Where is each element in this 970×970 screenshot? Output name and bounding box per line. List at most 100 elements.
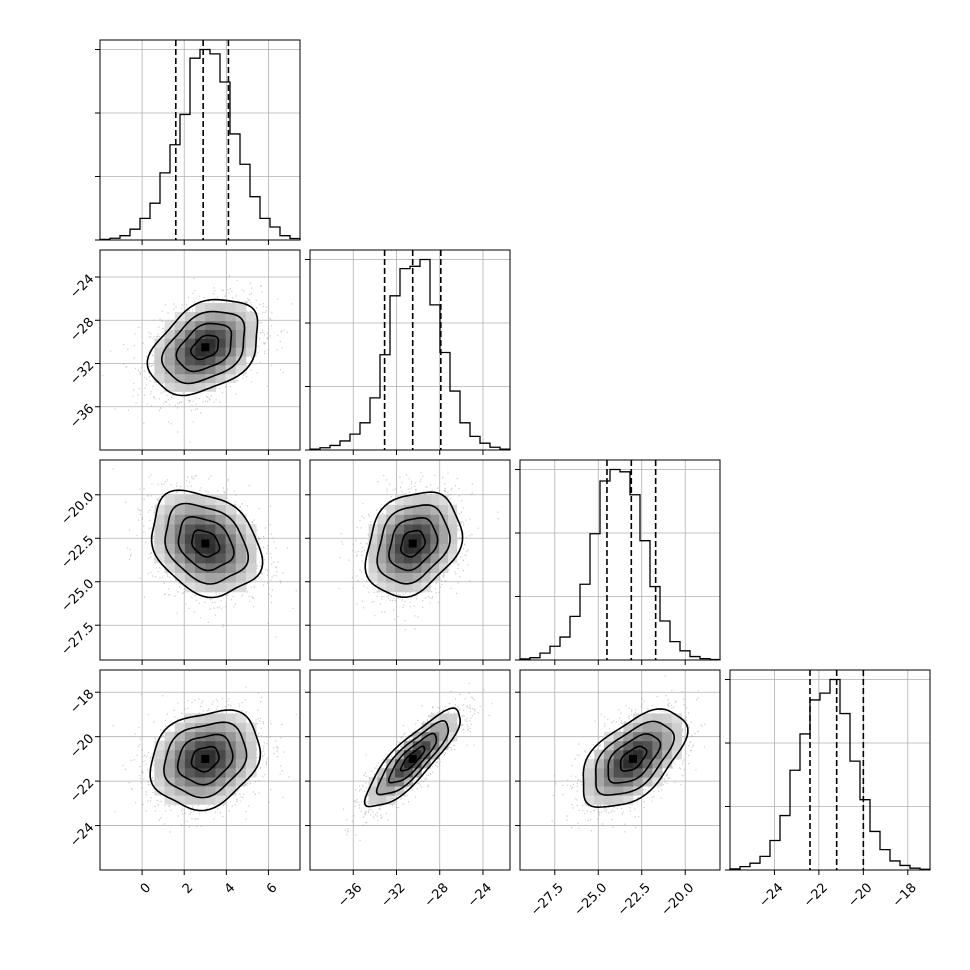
- density-cell: [225, 533, 237, 544]
- density-cell: [245, 562, 257, 573]
- density-cell: [184, 582, 196, 593]
- density-cell: [174, 514, 186, 525]
- density-cell: [225, 553, 237, 564]
- density-cell: [164, 543, 176, 554]
- density-cell: [195, 572, 206, 583]
- density-cell: [174, 338, 186, 348]
- y-tick-label: −25.0: [59, 576, 98, 615]
- density-cell: [154, 533, 165, 544]
- density-cell: [403, 543, 414, 554]
- density-cell: [245, 543, 257, 554]
- density-cell: [225, 312, 237, 322]
- density-cell: [584, 795, 595, 805]
- x-tick-label: 0: [138, 880, 154, 896]
- pair-panel-2-0: [99, 459, 301, 661]
- density-cell: [652, 713, 663, 723]
- contour-2: [376, 504, 451, 585]
- contour-3: [582, 708, 689, 809]
- density-cell: [448, 543, 458, 554]
- density-cell: [164, 356, 176, 366]
- density-cell: [154, 356, 165, 366]
- density-cell: [174, 382, 186, 392]
- density-cell: [412, 495, 422, 506]
- density-cell: [613, 777, 624, 787]
- density-cell: [215, 795, 226, 805]
- density-cell: [225, 347, 237, 357]
- density-cell: [594, 795, 605, 805]
- density-cell: [439, 731, 449, 742]
- x-tick-label: 2: [180, 880, 196, 896]
- density-cell: [662, 713, 673, 723]
- density-cell: [386, 514, 396, 525]
- density-cell: [235, 347, 247, 357]
- density-cell: [225, 504, 237, 515]
- density-cell: [403, 777, 414, 787]
- density-cell: [430, 514, 440, 525]
- contour-0: [190, 745, 220, 773]
- x-tick-label: 6: [264, 880, 280, 896]
- density-cell: [439, 533, 449, 544]
- density-cell: [235, 722, 247, 733]
- density-cell: [225, 543, 237, 554]
- density-cell: [245, 572, 257, 583]
- density-cell: [613, 795, 624, 805]
- density-cell: [184, 768, 196, 778]
- contour-2: [375, 719, 450, 796]
- density-cell: [235, 768, 247, 778]
- density-cell: [448, 722, 458, 733]
- density-cell: [195, 514, 206, 525]
- density-cell: [164, 373, 176, 383]
- density-cell: [386, 777, 396, 787]
- density-cell: [421, 533, 431, 544]
- density-cell: [245, 553, 257, 564]
- density-cell: [195, 338, 206, 348]
- pair-panel-2-1: [309, 459, 511, 661]
- density-cell: [386, 758, 396, 769]
- pair-content: [112, 468, 297, 638]
- density-cell: [377, 582, 387, 593]
- density-cell: [623, 749, 634, 760]
- y-tick-label: −27.5: [59, 620, 98, 659]
- density-cell: [671, 740, 682, 751]
- density-cell: [623, 731, 634, 742]
- contour-2: [163, 721, 248, 799]
- contour-1: [177, 515, 235, 572]
- density-cell: [633, 740, 644, 751]
- pair-content: [102, 275, 293, 443]
- density-cell: [154, 768, 165, 778]
- hist-panel-1: [305, 249, 511, 451]
- density-cell: [215, 356, 226, 366]
- density-cell: [368, 543, 378, 554]
- histogram-bars: [519, 468, 721, 661]
- density-cell: [215, 365, 226, 375]
- contour-3: [150, 489, 264, 599]
- density-cell: [215, 749, 226, 760]
- density-cell: [368, 795, 378, 805]
- density-cell: [439, 504, 449, 515]
- density-cell: [184, 777, 196, 787]
- density-cell: [584, 768, 595, 778]
- density-cell: [164, 768, 176, 778]
- pair-panel-3-1: [309, 669, 511, 871]
- contour-3: [364, 491, 464, 598]
- density-cell: [245, 722, 257, 733]
- density-cell: [205, 562, 216, 573]
- x-axis-col-3: −24 −22 −20 −18: [756, 870, 920, 910]
- density-cell: [235, 312, 247, 322]
- density-cell: [623, 795, 634, 805]
- density-cell: [245, 768, 257, 778]
- density-cell: [430, 553, 440, 564]
- histogram-bars: [729, 678, 931, 870]
- density-cell: [164, 514, 176, 525]
- density-cell: [205, 320, 216, 330]
- density-cell: [368, 572, 378, 583]
- density-cell: [164, 524, 176, 535]
- contour-3: [146, 298, 259, 397]
- density-cell: [215, 572, 226, 583]
- density-cell: [174, 777, 186, 787]
- density-cell: [205, 365, 216, 375]
- density-cell: [245, 329, 257, 339]
- density-cell: [164, 562, 176, 573]
- density-cell: [421, 495, 431, 506]
- density-cell: [195, 347, 206, 357]
